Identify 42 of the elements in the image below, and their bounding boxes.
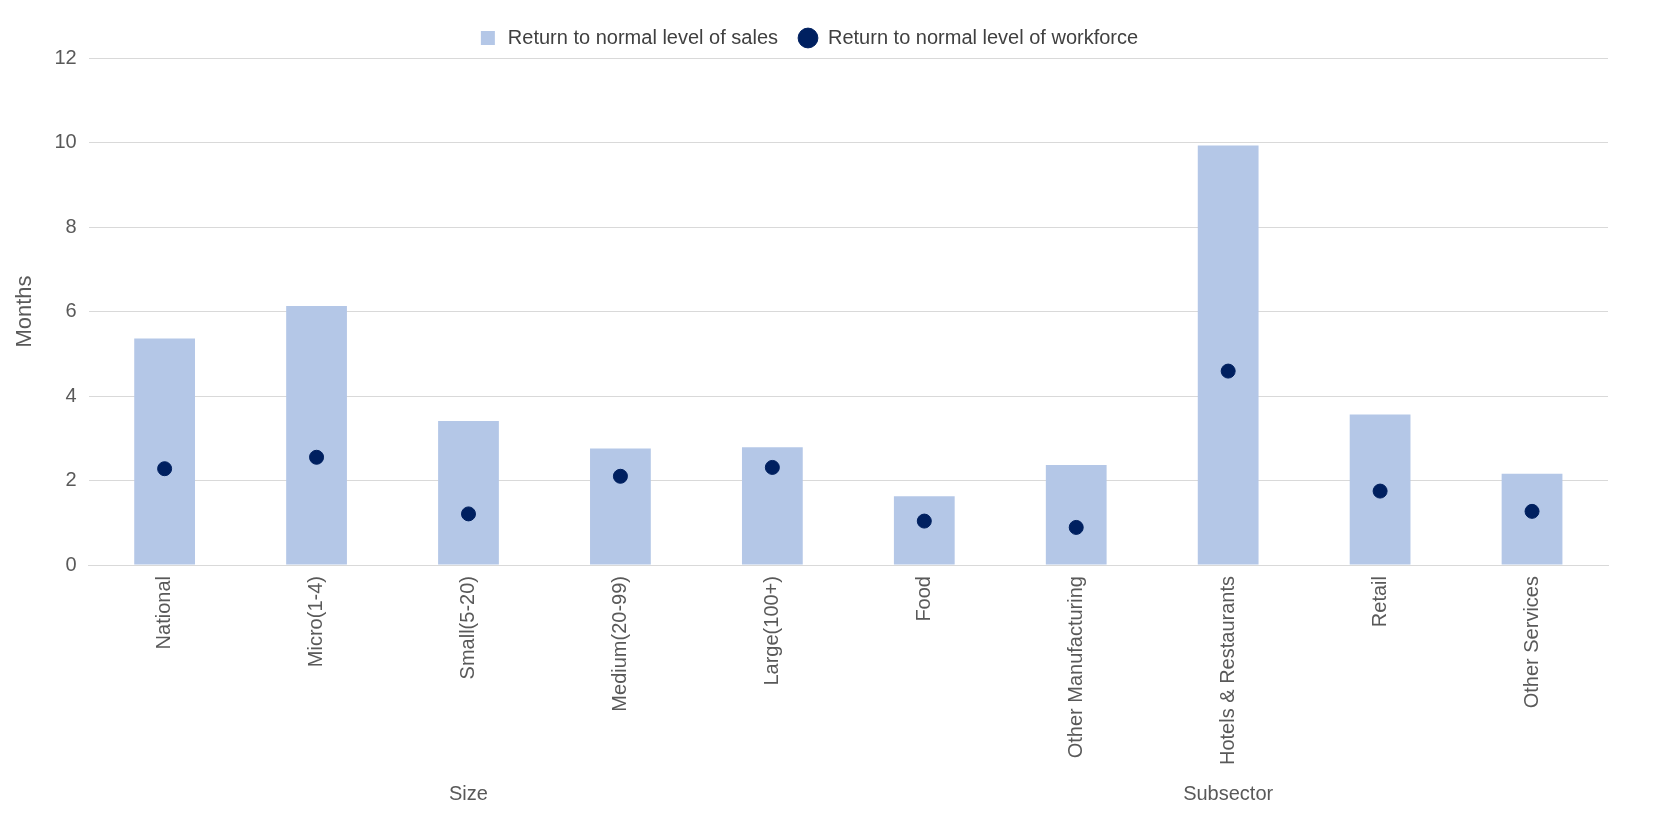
point [1524,503,1540,519]
point [157,461,173,477]
x-tick-label: Micro(1-4) [304,576,327,668]
text: Size [449,781,488,804]
bar [134,338,195,565]
point [764,459,780,475]
bar [1197,145,1259,565]
x-tick-label: Food [911,576,934,622]
bar [893,496,955,565]
x-tick-label: Large(100+) [759,576,782,686]
legend-label: Return to normal level of workforce [828,25,1139,48]
y-tick-label: 4 [65,383,77,406]
y-tick-label: 6 [65,299,77,322]
bar [1501,473,1563,565]
point [916,513,932,529]
y-tick-label: 12 [54,45,77,68]
y-tick-label: 8 [65,214,77,237]
point [1372,483,1388,499]
point [1068,519,1084,535]
x-tick-label: Hotels & Restaurants [1215,576,1238,766]
x-tick-label: Small(5-20) [456,576,478,680]
y-tick-label: 0 [65,552,77,575]
x-tick-label: Retail [1367,576,1390,628]
point [460,506,476,522]
bar [1349,414,1411,565]
x-tick-label: Other Services [1519,576,1542,709]
y-axis-title: Months [11,275,37,348]
bar [741,447,803,565]
x-tick-label: Medium(20-99) [607,576,630,712]
x-tick-label: Other Manufacturing [1063,576,1086,759]
bar [438,420,499,565]
x-tick-label: National [152,576,175,650]
bar [590,448,651,565]
point [1220,363,1236,379]
bar [286,306,347,565]
text: Subsector [1183,781,1274,804]
bar [1045,464,1107,565]
point [612,468,628,484]
y-tick-label: 2 [65,468,77,491]
legend-label: Return to normal level of sales [507,25,779,48]
y-tick-label: 10 [54,130,77,153]
point [309,449,325,465]
